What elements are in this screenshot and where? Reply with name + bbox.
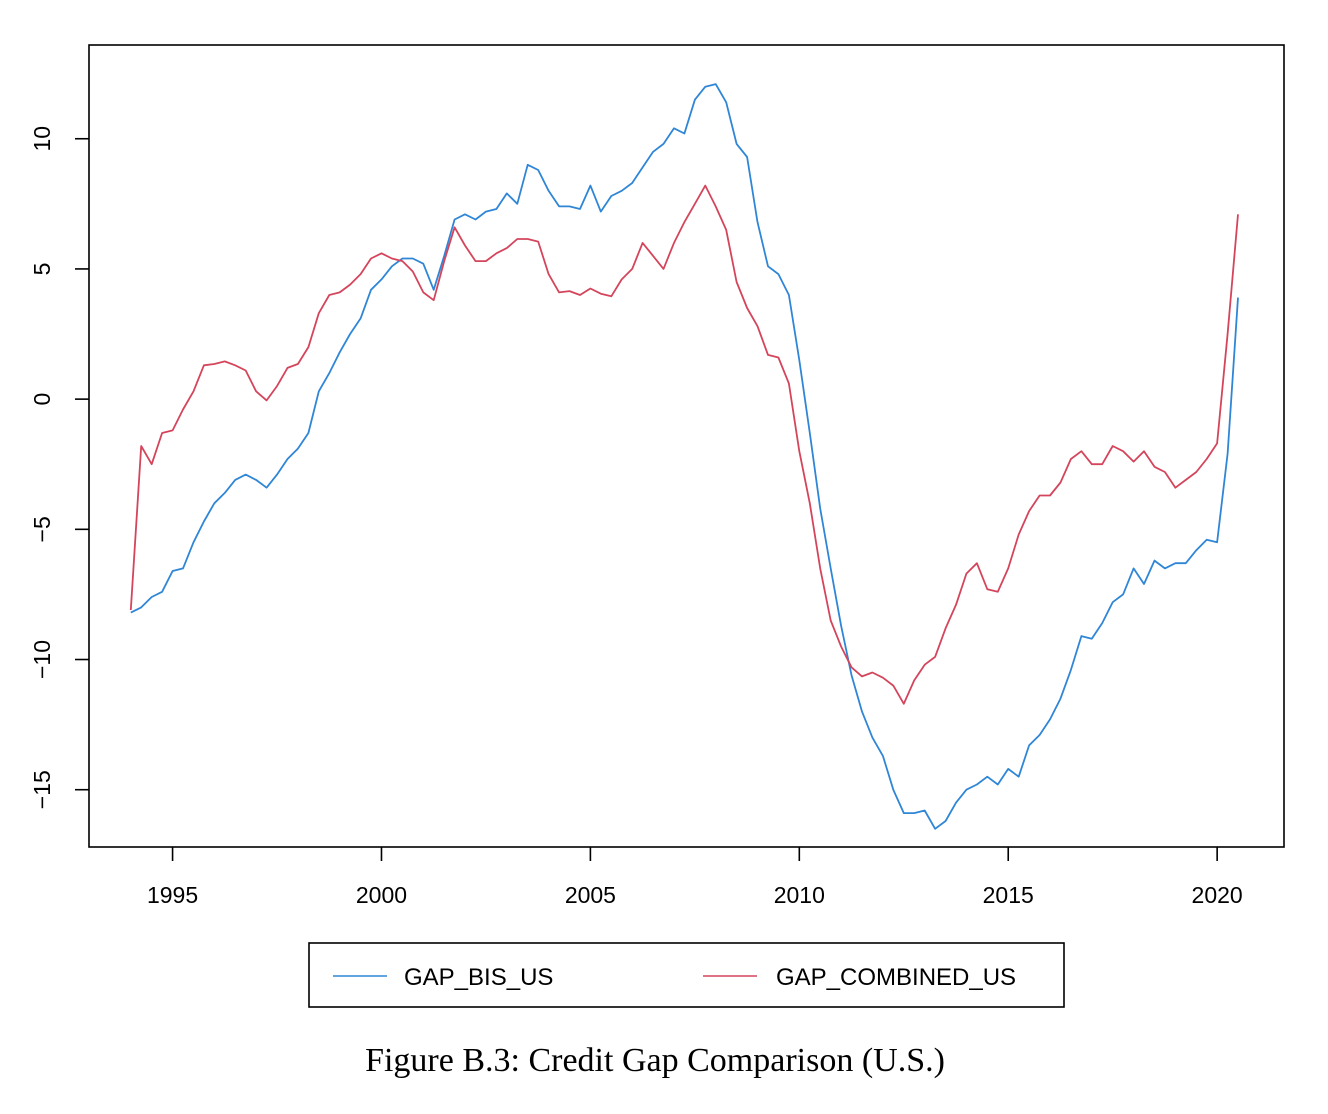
x-tick-label: 1995: [147, 882, 198, 908]
legend-label-gap-combined-us: GAP_COMBINED_US: [776, 964, 1016, 991]
x-axis: 1995 2000 2005 2010 2015 2020: [147, 847, 1243, 908]
y-tick-label: 5: [29, 263, 55, 276]
legend-label-gap-bis-us: GAP_BIS_US: [404, 964, 553, 991]
y-tick-label: −15: [29, 770, 55, 809]
figure-caption: Figure B.3: Credit Gap Comparison (U.S.): [365, 1042, 945, 1079]
plot-frame: [88, 44, 1285, 848]
y-axis: −15 −10 −5 0 5 10: [29, 126, 89, 809]
x-tick-label: 2005: [565, 882, 616, 908]
x-tick-label: 2000: [356, 882, 407, 908]
y-tick-label: −10: [29, 640, 55, 679]
y-tick-label: 10: [29, 126, 55, 152]
credit-gap-line-chart: 1995 2000 2005 2010 2015 2020 −15 −10 −5 0 5 10 GA…: [29, 44, 1285, 1008]
series-lines: [129, 83, 1239, 830]
x-tick-label: 2010: [774, 882, 825, 908]
x-tick-label: 2015: [983, 882, 1034, 908]
y-tick-label: −5: [29, 516, 55, 542]
legend: GAP_BIS_US GAP_COMBINED_US: [308, 942, 1065, 1008]
x-tick-label: 2020: [1192, 882, 1243, 908]
legend-frame: [308, 942, 1065, 1008]
series-line-gap-combined-us: [129, 184, 1239, 705]
y-tick-label: 0: [29, 393, 55, 406]
series-line-gap-bis-us: [130, 83, 1239, 830]
